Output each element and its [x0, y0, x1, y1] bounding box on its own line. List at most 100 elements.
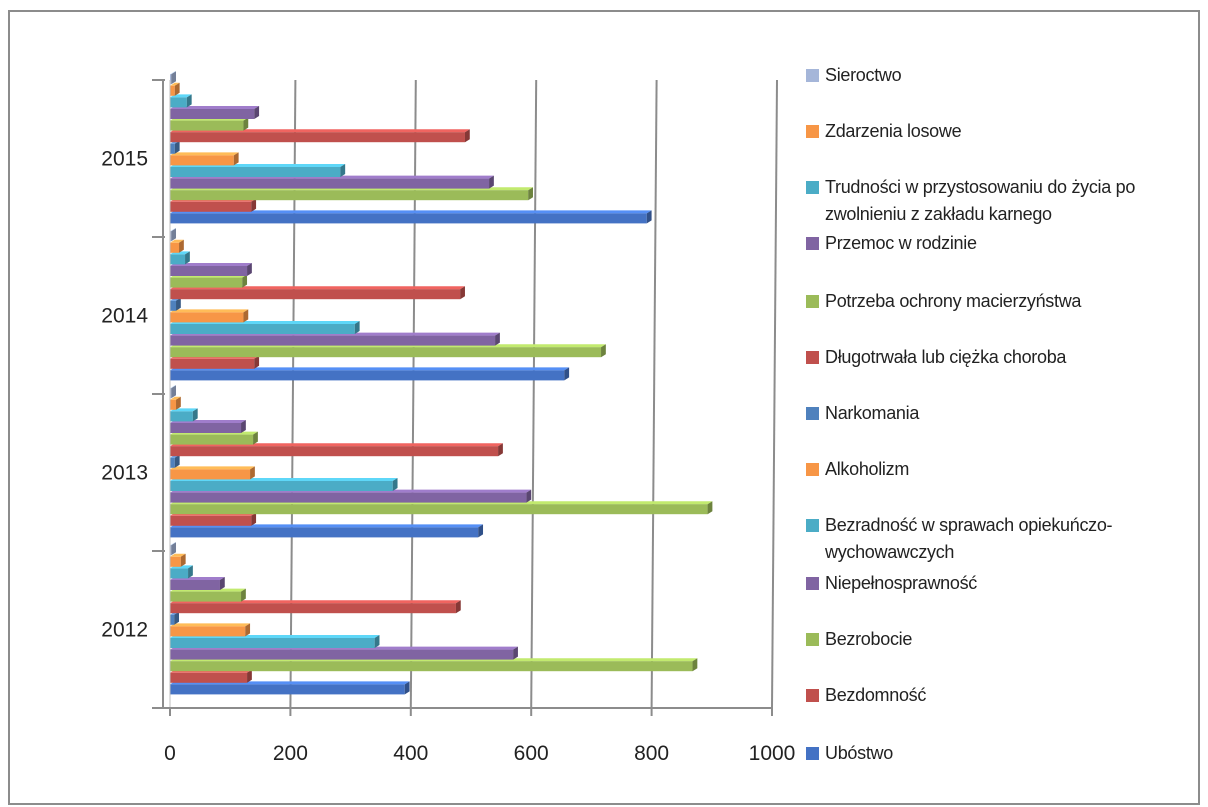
bar [170, 611, 180, 625]
bar [170, 565, 193, 579]
bar [170, 140, 180, 154]
y-category-label: 2013 [101, 462, 148, 485]
legend-label: Sieroctwo [825, 65, 902, 85]
bar [170, 501, 713, 515]
legend-label: Bezdomność [825, 685, 927, 705]
gridlines [289, 79, 778, 709]
legend-swatch [806, 463, 819, 476]
legend-swatch [806, 69, 819, 82]
legend-swatch [806, 689, 819, 702]
legend-item: Trudności w przystosowaniu do życia po z… [806, 174, 1206, 228]
bars [170, 71, 713, 695]
x-tick-label: 600 [514, 742, 549, 765]
legend-label: Narkomania [825, 403, 920, 423]
bar [170, 117, 249, 131]
legend-item: Przemoc w rodzinie [806, 230, 1206, 257]
legend-swatch [806, 351, 819, 364]
bar [170, 297, 181, 311]
legend-item: Narkomania [806, 400, 1206, 427]
bar [170, 443, 503, 457]
bar [170, 646, 518, 660]
bar [170, 478, 398, 491]
bar [170, 198, 257, 212]
legend-swatch [806, 519, 819, 532]
bar [170, 228, 177, 242]
legend-swatch [806, 181, 819, 194]
legend-item: Zdarzenia losowe [806, 118, 1206, 145]
bar [170, 408, 198, 422]
bar [170, 623, 251, 637]
bar [170, 94, 192, 108]
x-tick-label: 800 [634, 742, 669, 765]
bar [170, 577, 225, 590]
bar [170, 420, 246, 433]
tick-labels: 0 200 400 600 800 1000 2012 2013 2014 2015 [101, 148, 795, 766]
bar [170, 396, 181, 410]
y-category-label: 2015 [101, 148, 148, 171]
bar [170, 71, 177, 85]
bar [170, 187, 533, 201]
legend-swatch [806, 633, 819, 646]
legend-label: Bezradność w sprawach opiekuńczo-wychowa… [825, 515, 1113, 562]
x-tick-label: 0 [164, 742, 176, 765]
bar [170, 106, 260, 119]
y-category-label: 2014 [101, 305, 148, 328]
legend: Sieroctwo Zdarzenia losowe Trudności w prz… [806, 62, 1206, 792]
legend-label: Przemoc w rodzinie [825, 233, 977, 253]
legend-label: Niepełnosprawność [825, 573, 977, 593]
bar [170, 309, 249, 323]
bar [170, 274, 248, 288]
legend-item: Bezrobocie [806, 626, 1206, 653]
bar [170, 367, 570, 381]
bar [170, 454, 180, 468]
bar [170, 251, 190, 265]
bar [170, 512, 257, 526]
bar [170, 210, 652, 224]
legend-item: Długotrwała lub ciężka choroba [806, 344, 1206, 371]
x-tick-label: 400 [393, 742, 428, 765]
x-tick-label: 200 [273, 742, 308, 765]
bar [170, 542, 177, 556]
axes [152, 79, 773, 716]
bar [170, 355, 260, 369]
gridline [530, 79, 538, 709]
bar [170, 489, 532, 503]
bar [170, 286, 465, 300]
bar [170, 82, 180, 96]
bar [170, 669, 252, 683]
legend-swatch [806, 747, 819, 760]
legend-label: Potrzeba ochrony macierzyństwa [825, 291, 1082, 311]
bar [170, 635, 380, 648]
bar [170, 129, 470, 143]
bar [170, 385, 177, 399]
legend-item: Bezradność w sprawach opiekuńczo-wychowa… [806, 512, 1206, 566]
legend-label: Zdarzenia losowe [825, 121, 962, 141]
bar [170, 332, 500, 346]
legend-swatch [806, 295, 819, 308]
legend-swatch [806, 577, 819, 590]
legend-item: Alkoholizm [806, 456, 1206, 483]
legend-item: Ubóstwo [806, 740, 1206, 767]
bar [170, 431, 258, 445]
x-tick-label: 1000 [749, 742, 796, 765]
legend-item: Sieroctwo [806, 62, 1206, 89]
legend-label: Bezrobocie [825, 629, 913, 649]
bar [170, 175, 494, 189]
bar [170, 263, 252, 276]
legend-label: Ubóstwo [825, 743, 893, 763]
bar [170, 321, 360, 334]
bar [170, 152, 239, 166]
bar [170, 344, 606, 358]
gridline [771, 79, 778, 709]
bar [170, 524, 484, 538]
gridline [409, 79, 417, 709]
legend-label: Długotrwała lub ciężka choroba [825, 347, 1067, 367]
legend-swatch [806, 407, 819, 420]
y-category-label: 2012 [101, 619, 148, 642]
legend-item: Niepełnosprawność [806, 570, 1206, 597]
bar [170, 681, 410, 695]
legend-item: Bezdomność [806, 682, 1206, 709]
legend-label: Alkoholizm [825, 459, 910, 479]
bar [170, 553, 186, 567]
